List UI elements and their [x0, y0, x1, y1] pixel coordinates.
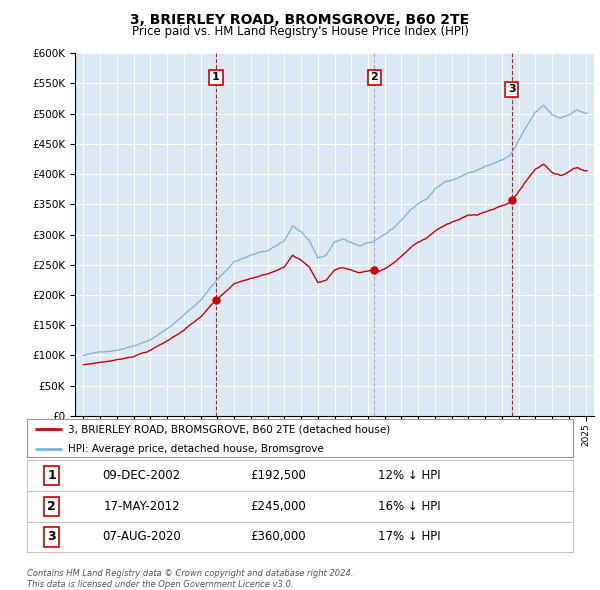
Text: 3, BRIERLEY ROAD, BROMSGROVE, B60 2TE (detached house): 3, BRIERLEY ROAD, BROMSGROVE, B60 2TE (d… [68, 424, 390, 434]
Text: 1: 1 [212, 73, 220, 82]
Text: 17-MAY-2012: 17-MAY-2012 [103, 500, 180, 513]
Text: 3: 3 [508, 84, 515, 94]
Text: Price paid vs. HM Land Registry's House Price Index (HPI): Price paid vs. HM Land Registry's House … [131, 25, 469, 38]
Text: 16% ↓ HPI: 16% ↓ HPI [378, 500, 440, 513]
Text: 09-DEC-2002: 09-DEC-2002 [103, 469, 181, 482]
Text: £360,000: £360,000 [250, 530, 306, 543]
Text: Contains HM Land Registry data © Crown copyright and database right 2024.
This d: Contains HM Land Registry data © Crown c… [27, 569, 353, 589]
Text: 17% ↓ HPI: 17% ↓ HPI [378, 530, 440, 543]
Text: £245,000: £245,000 [250, 500, 306, 513]
Text: HPI: Average price, detached house, Bromsgrove: HPI: Average price, detached house, Brom… [68, 444, 324, 454]
Text: 12% ↓ HPI: 12% ↓ HPI [378, 469, 440, 482]
Text: 2: 2 [370, 73, 378, 82]
Text: £192,500: £192,500 [250, 469, 306, 482]
Text: 1: 1 [47, 469, 56, 482]
Text: 3, BRIERLEY ROAD, BROMSGROVE, B60 2TE: 3, BRIERLEY ROAD, BROMSGROVE, B60 2TE [130, 13, 470, 27]
Text: 07-AUG-2020: 07-AUG-2020 [102, 530, 181, 543]
Text: 3: 3 [47, 530, 56, 543]
Text: 2: 2 [47, 500, 56, 513]
